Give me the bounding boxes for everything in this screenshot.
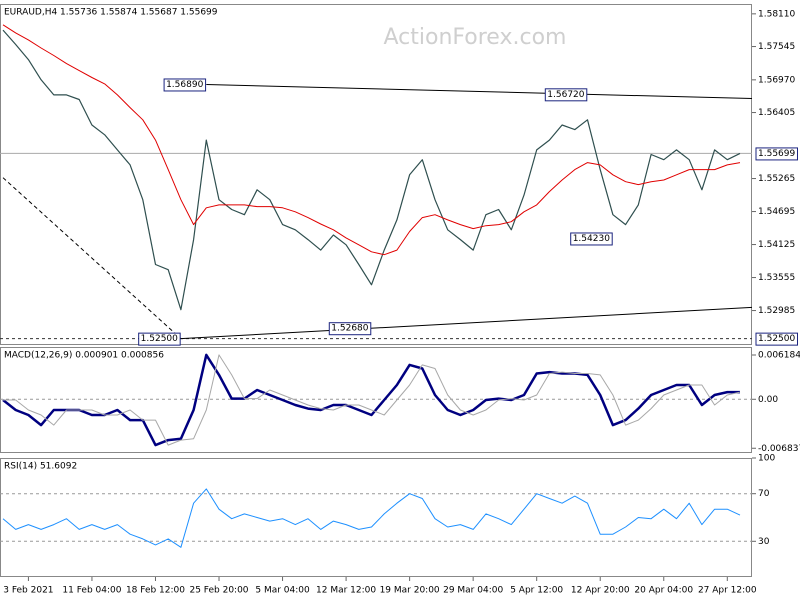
trendline xyxy=(2,177,182,340)
panel-frame xyxy=(0,347,752,453)
plot xyxy=(0,24,752,340)
x-tick-label: 27 Apr 12:00 xyxy=(698,586,757,596)
x-tick-label: 18 Feb 12:00 xyxy=(126,586,185,596)
y-tick-label: 30 xyxy=(758,537,770,547)
panel-title: MACD(12,26,9) 0.000901 0.000856 xyxy=(4,351,164,361)
y-tick-label: 70 xyxy=(758,489,770,499)
series-line xyxy=(3,354,741,446)
support-label-box xyxy=(755,332,798,346)
x-tick-label: 12 Mar 12:00 xyxy=(316,586,376,596)
series-line xyxy=(2,353,740,447)
panel-frame xyxy=(0,4,752,345)
level-label-box xyxy=(328,322,372,336)
x-tick-label: 25 Feb 20:00 xyxy=(189,586,248,596)
last-price-label: 1.55699 xyxy=(758,149,795,159)
y-tick-label: 1.56405 xyxy=(758,108,795,118)
x-tick-label: 12 Apr 20:00 xyxy=(571,586,630,596)
y-tick-label: 1.56970 xyxy=(758,75,795,85)
series-line xyxy=(2,488,741,548)
y-tick-label: 1.52985 xyxy=(758,306,795,316)
y-tick-label: 1.57545 xyxy=(758,42,795,52)
panel-frame xyxy=(0,458,752,577)
y-tick-label: 0.00 xyxy=(758,395,778,405)
y-tick-label: 1.58110 xyxy=(758,9,795,19)
trendline xyxy=(206,83,752,100)
y-tick-label: 1.54695 xyxy=(758,207,795,217)
x-tick-label: 3 Feb 2021 xyxy=(3,586,53,596)
panel-title: EURAUD,H4 1.55736 1.55874 1.55687 1.5569… xyxy=(4,8,218,18)
level-label: 1.56890 xyxy=(166,80,203,90)
y-tick-label: 100 xyxy=(758,454,775,464)
level-label: 1.52680 xyxy=(331,324,368,334)
plot xyxy=(2,488,741,548)
last-price-label-box xyxy=(755,147,798,161)
y-tick-label: 1.55265 xyxy=(758,174,795,184)
panel-title: RSI(14) 51.6092 xyxy=(4,462,77,472)
plot xyxy=(2,353,741,447)
y-tick-label: 1.53555 xyxy=(758,273,795,283)
y-tick-label: 1.54125 xyxy=(758,240,795,250)
x-tick-label: 5 Apr 12:00 xyxy=(510,586,563,596)
x-tick-label: 20 Apr 04:00 xyxy=(634,586,693,596)
support-label: 1.52500 xyxy=(758,334,795,344)
x-tick-label: 19 Mar 20:00 xyxy=(380,586,440,596)
level-label-box xyxy=(138,332,181,346)
level-label: 1.52500 xyxy=(141,334,178,344)
series-line xyxy=(2,29,741,311)
level-label-box xyxy=(163,78,207,92)
x-tick-label: 5 Mar 04:00 xyxy=(255,586,310,596)
trendline xyxy=(180,306,752,340)
y-tick-label: 0.006184 xyxy=(758,350,800,360)
watermark: ActionForex.com xyxy=(384,25,567,50)
y-tick-label: -0.006837 xyxy=(758,444,800,454)
x-tick-label: 11 Feb 04:00 xyxy=(62,586,121,596)
level-label: 1.54230 xyxy=(573,234,610,244)
level-label-box xyxy=(570,232,613,246)
series-line xyxy=(2,24,741,256)
x-tick-label: 29 Mar 04:00 xyxy=(443,586,503,596)
level-label-box xyxy=(544,88,588,102)
level-label: 1.56720 xyxy=(547,90,584,100)
